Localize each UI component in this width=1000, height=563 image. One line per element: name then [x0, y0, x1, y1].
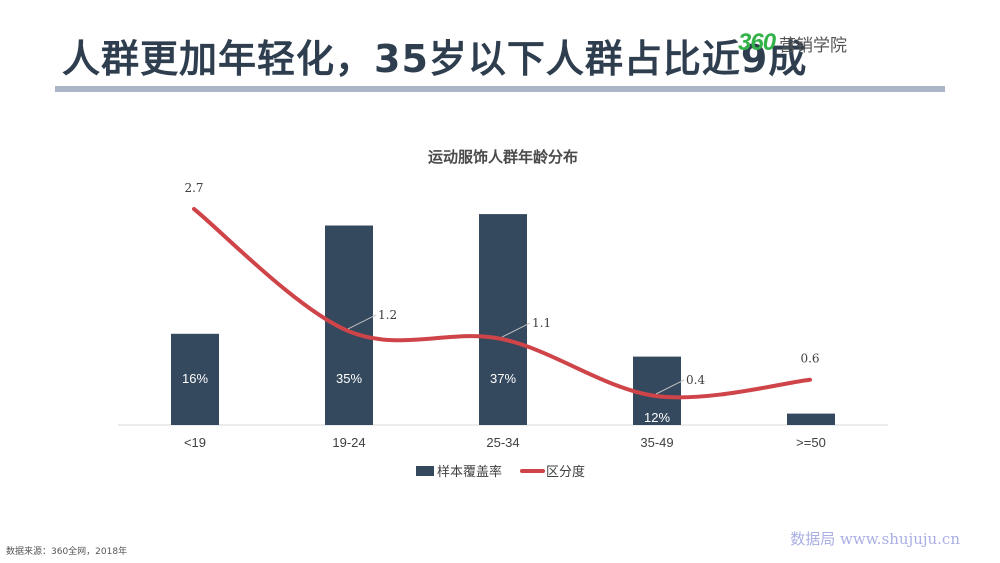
chart-title: 运动服饰人群年龄分布	[428, 148, 578, 166]
logo-mark: 360	[738, 29, 776, 56]
line-data-label: 2.7	[184, 181, 203, 195]
leader-line	[501, 322, 531, 338]
x-tick-label: 35-49	[640, 435, 673, 450]
line-data-label: 1.1	[532, 316, 551, 330]
bar	[787, 413, 835, 425]
legend-label-bar: 样本覆盖率	[437, 464, 502, 480]
legend-label-line: 区分度	[546, 464, 585, 480]
bar	[171, 333, 219, 425]
bar-data-label: 37%	[490, 371, 516, 386]
title-divider	[55, 86, 945, 92]
x-tick-label: <19	[184, 435, 206, 450]
x-tick-label: 25-34	[486, 435, 519, 450]
bar-data-label: 12%	[644, 410, 670, 425]
bar	[633, 356, 681, 425]
source-note: 数据来源：360全网，2018年	[6, 547, 128, 557]
bar	[479, 214, 527, 425]
leader-line	[655, 379, 685, 395]
logo-text: 营销学院	[779, 35, 848, 56]
x-tick-label: >=50	[796, 435, 826, 450]
series-line-区分度	[192, 207, 812, 400]
page-title: 人群更加年轻化，35岁以下人群占比近9成	[62, 37, 808, 81]
bar-data-label: 35%	[336, 371, 362, 386]
bar-data-label: 16%	[182, 371, 208, 386]
legend-swatch-bar	[416, 466, 434, 476]
x-tick-label: 19-24	[332, 435, 365, 450]
brand-logo: 360 营销学院	[738, 28, 847, 58]
leader-line	[347, 314, 377, 330]
line-data-label: 0.6	[800, 352, 819, 366]
watermark: 数据局 www.shujuju.cn	[790, 530, 960, 548]
line-data-label: 0.4	[686, 373, 705, 387]
line-data-label: 1.2	[378, 308, 397, 322]
